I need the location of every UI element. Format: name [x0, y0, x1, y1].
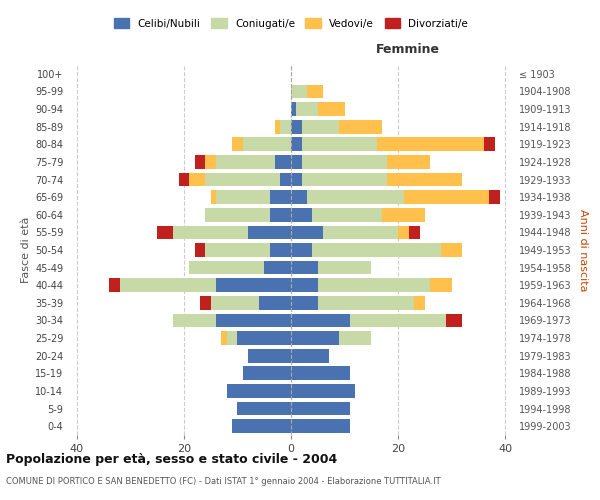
Bar	[189, 260, 264, 274]
Bar	[302, 138, 377, 151]
Bar	[221, 331, 227, 345]
Bar	[414, 296, 425, 310]
Bar	[179, 172, 189, 186]
Bar	[291, 102, 296, 116]
Bar	[377, 138, 484, 151]
Bar	[291, 208, 313, 222]
Bar	[291, 296, 318, 310]
Bar	[339, 120, 382, 134]
Bar	[307, 84, 323, 98]
Bar	[243, 138, 291, 151]
Bar	[291, 120, 302, 134]
Bar	[205, 172, 280, 186]
Bar	[205, 208, 269, 222]
Bar	[291, 138, 302, 151]
Bar	[243, 366, 291, 380]
Bar	[291, 260, 318, 274]
Bar	[446, 314, 463, 328]
Bar	[302, 155, 388, 169]
Bar	[323, 226, 398, 239]
Bar	[200, 296, 211, 310]
Bar	[173, 314, 216, 328]
Text: Femmine: Femmine	[376, 43, 440, 56]
Bar	[248, 349, 291, 362]
Bar	[216, 190, 269, 204]
Bar	[216, 314, 291, 328]
Bar	[205, 155, 216, 169]
Bar	[216, 155, 275, 169]
Bar	[291, 84, 307, 98]
Bar	[259, 296, 291, 310]
Bar	[296, 102, 318, 116]
Bar	[339, 331, 371, 345]
Bar	[280, 172, 291, 186]
Bar	[280, 120, 291, 134]
Bar	[291, 155, 302, 169]
Bar	[248, 226, 291, 239]
Bar	[318, 296, 414, 310]
Bar	[194, 243, 205, 257]
Bar	[307, 190, 404, 204]
Bar	[313, 208, 382, 222]
Bar	[109, 278, 119, 292]
Bar	[291, 314, 350, 328]
Bar	[388, 155, 430, 169]
Bar	[350, 314, 446, 328]
Bar	[313, 243, 441, 257]
Bar	[238, 331, 291, 345]
Legend: Celibi/Nubili, Coniugati/e, Vedovi/e, Divorziati/e: Celibi/Nubili, Coniugati/e, Vedovi/e, Di…	[114, 18, 468, 28]
Bar	[409, 226, 419, 239]
Bar	[291, 349, 329, 362]
Bar	[318, 278, 430, 292]
Bar	[291, 226, 323, 239]
Bar	[291, 384, 355, 398]
Bar	[318, 102, 344, 116]
Bar	[238, 402, 291, 415]
Bar	[264, 260, 291, 274]
Bar	[189, 172, 205, 186]
Bar	[291, 278, 318, 292]
Bar	[291, 331, 339, 345]
Bar	[388, 172, 463, 186]
Y-axis label: Anni di nascita: Anni di nascita	[578, 209, 589, 291]
Bar	[269, 208, 291, 222]
Bar	[211, 296, 259, 310]
Bar	[430, 278, 452, 292]
Bar	[441, 243, 463, 257]
Bar	[291, 243, 313, 257]
Bar	[211, 190, 216, 204]
Bar	[291, 172, 302, 186]
Bar	[269, 190, 291, 204]
Bar	[227, 384, 291, 398]
Bar	[173, 226, 248, 239]
Bar	[232, 138, 243, 151]
Bar	[194, 155, 205, 169]
Y-axis label: Fasce di età: Fasce di età	[20, 217, 31, 283]
Text: COMUNE DI PORTICO E SAN BENEDETTO (FC) - Dati ISTAT 1° gennaio 2004 - Elaborazio: COMUNE DI PORTICO E SAN BENEDETTO (FC) -…	[6, 478, 440, 486]
Bar	[227, 331, 238, 345]
Bar	[489, 190, 500, 204]
Bar	[302, 120, 339, 134]
Bar	[302, 172, 388, 186]
Bar	[205, 243, 269, 257]
Bar	[232, 420, 291, 433]
Bar	[404, 190, 489, 204]
Bar	[291, 190, 307, 204]
Bar	[269, 243, 291, 257]
Bar	[291, 402, 350, 415]
Bar	[291, 420, 350, 433]
Bar	[318, 260, 371, 274]
Bar	[119, 278, 216, 292]
Bar	[291, 366, 350, 380]
Bar	[382, 208, 425, 222]
Bar	[398, 226, 409, 239]
Text: Popolazione per età, sesso e stato civile - 2004: Popolazione per età, sesso e stato civil…	[6, 452, 337, 466]
Bar	[275, 155, 291, 169]
Bar	[216, 278, 291, 292]
Bar	[484, 138, 494, 151]
Bar	[157, 226, 173, 239]
Bar	[275, 120, 280, 134]
